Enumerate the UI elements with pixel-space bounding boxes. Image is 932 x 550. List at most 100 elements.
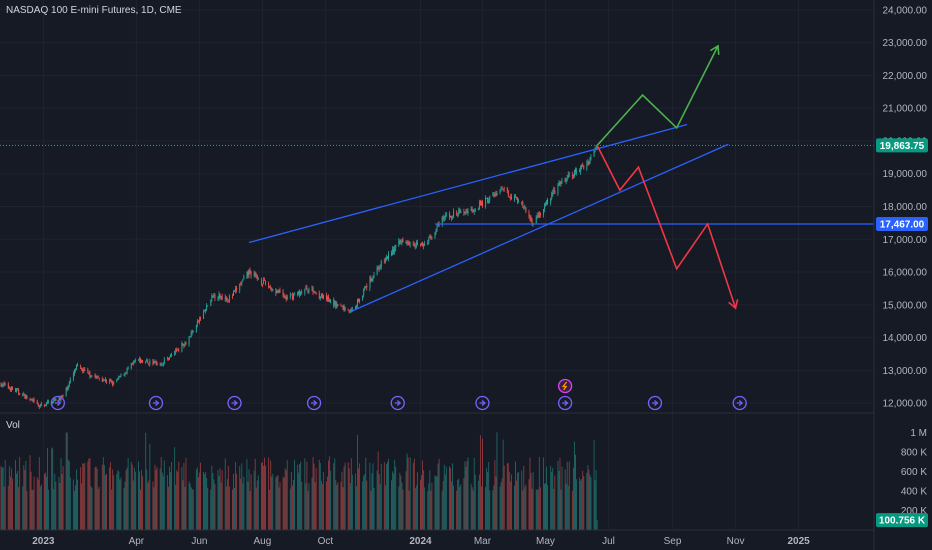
event-marker-icon[interactable] bbox=[647, 395, 663, 411]
volume-bar bbox=[441, 490, 443, 530]
time-axis[interactable]: 2023 Apr Jun Aug Oct 2024 Mar May Jul Sep Nov 2025 bbox=[32, 536, 810, 547]
candle-body bbox=[182, 343, 184, 346]
volume-bar bbox=[102, 457, 104, 530]
volume-bar bbox=[369, 462, 371, 530]
volume-bar bbox=[291, 485, 293, 530]
scenario-path-2[interactable] bbox=[596, 145, 737, 309]
volume-bar bbox=[430, 490, 432, 530]
candle-body bbox=[579, 170, 581, 172]
event-marker-icon[interactable] bbox=[227, 395, 242, 411]
event-marker-icon[interactable] bbox=[475, 395, 490, 411]
price-axis[interactable]: 12,000.00 13,000.00 14,000.00 15,000.00 16,0… bbox=[875, 0, 932, 550]
volume-bar bbox=[319, 463, 321, 530]
volume-bar bbox=[394, 459, 396, 530]
candle-body bbox=[103, 379, 105, 381]
volume-bar bbox=[220, 482, 222, 530]
candle-body bbox=[221, 295, 223, 300]
candle-body bbox=[387, 256, 388, 259]
candle-body bbox=[19, 393, 21, 395]
volume-bar bbox=[297, 464, 299, 530]
volume-bar bbox=[243, 476, 245, 530]
event-marker-icon[interactable] bbox=[557, 395, 573, 411]
trendline-2[interactable] bbox=[350, 143, 729, 312]
volume-bar bbox=[326, 481, 327, 530]
candle-body bbox=[59, 398, 61, 401]
candle-body bbox=[7, 384, 9, 389]
candlestick-series[interactable] bbox=[0, 144, 598, 410]
volume-bar bbox=[582, 470, 584, 530]
volume-bar bbox=[593, 439, 595, 530]
volume-bar bbox=[131, 464, 133, 530]
event-marker-icon[interactable] bbox=[50, 395, 66, 411]
volume-bar bbox=[211, 465, 213, 530]
candle-body bbox=[12, 387, 13, 390]
volume-axis[interactable]: 200 K 400 K 600 K 800 K 1 M bbox=[901, 428, 927, 517]
candle-body bbox=[263, 279, 264, 284]
volume-bar bbox=[482, 438, 483, 530]
volume-tick-label: 1 M bbox=[910, 428, 927, 439]
candle-body bbox=[171, 354, 173, 355]
candle-body bbox=[370, 278, 372, 282]
candle-body bbox=[286, 296, 288, 300]
volume-bar bbox=[459, 486, 461, 530]
candle-body bbox=[465, 210, 467, 212]
volume-bar bbox=[525, 484, 527, 530]
volume-bar bbox=[254, 458, 256, 530]
candle-body bbox=[493, 194, 495, 196]
volume-bar bbox=[68, 461, 70, 530]
candle-body bbox=[219, 293, 221, 298]
candle-body bbox=[379, 266, 381, 269]
volume-bar bbox=[307, 490, 309, 530]
candle-body bbox=[174, 352, 176, 354]
trendline-1[interactable] bbox=[248, 123, 688, 244]
candle-body bbox=[91, 375, 93, 377]
event-marker-icon[interactable] bbox=[390, 395, 405, 411]
volume-bar bbox=[59, 483, 61, 530]
volume-bar bbox=[363, 475, 365, 530]
candle-body bbox=[319, 296, 321, 299]
candle-body bbox=[524, 206, 526, 208]
volume-bar bbox=[424, 487, 426, 530]
volume-bar bbox=[567, 485, 569, 530]
candle-body bbox=[80, 365, 82, 367]
event-marker-arrow bbox=[394, 400, 402, 406]
volume-bar bbox=[206, 477, 208, 530]
volume-bar bbox=[80, 467, 82, 530]
event-markers[interactable] bbox=[50, 378, 747, 411]
candle-body bbox=[459, 210, 461, 214]
candle-body bbox=[428, 238, 430, 243]
volume-bar bbox=[242, 483, 244, 530]
candle-body bbox=[75, 369, 76, 371]
candle-body bbox=[434, 232, 436, 238]
volume-bar bbox=[255, 487, 257, 530]
candle-body bbox=[530, 217, 532, 222]
volume-bar bbox=[473, 457, 475, 530]
volume-bar bbox=[8, 466, 10, 530]
price-tick-label: 16,000.00 bbox=[883, 268, 928, 279]
candle-body bbox=[250, 271, 252, 277]
volume-bar bbox=[579, 477, 581, 530]
volume-bar bbox=[90, 486, 92, 530]
volume-bar bbox=[46, 476, 47, 530]
candle-body bbox=[130, 363, 132, 369]
candle-body bbox=[429, 235, 431, 239]
volume-bar bbox=[420, 479, 421, 530]
event-marker-icon[interactable] bbox=[732, 395, 747, 411]
candle-body bbox=[384, 258, 386, 262]
candle-body bbox=[261, 279, 262, 284]
candle-body bbox=[373, 274, 375, 278]
event-marker-icon[interactable] bbox=[148, 395, 164, 411]
event-marker-icon[interactable] bbox=[306, 395, 322, 411]
scenario-path-1[interactable] bbox=[596, 45, 719, 146]
candle-body bbox=[481, 201, 482, 206]
volume-bar bbox=[22, 486, 24, 530]
candle-body bbox=[369, 277, 371, 289]
candle-body bbox=[515, 196, 517, 197]
candle-body bbox=[235, 288, 237, 291]
earnings-marker-icon[interactable] bbox=[557, 378, 573, 394]
volume-bar bbox=[564, 469, 566, 530]
drawing-layer[interactable] bbox=[248, 44, 874, 312]
candle-body bbox=[278, 290, 280, 293]
